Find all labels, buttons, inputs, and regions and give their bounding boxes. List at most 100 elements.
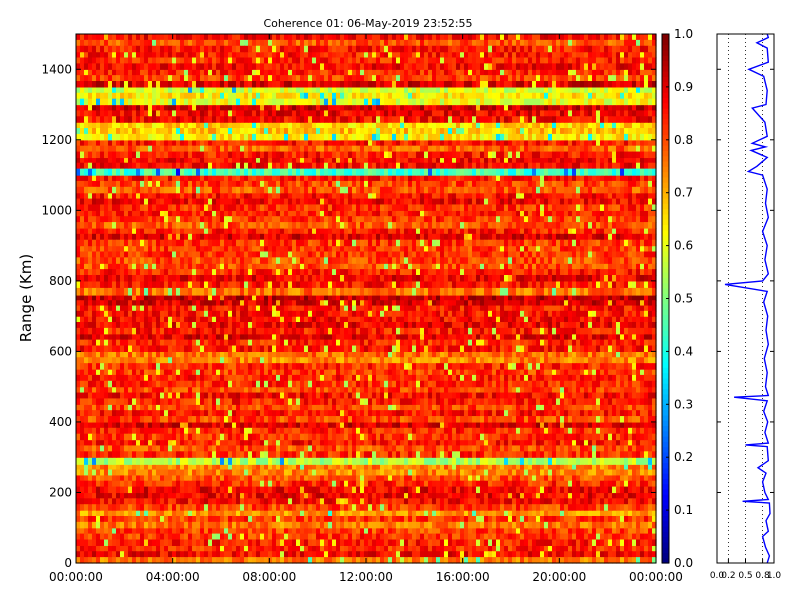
heatmap-cell xyxy=(532,433,537,441)
heatmap-cell xyxy=(388,421,393,429)
heatmap-cell xyxy=(544,445,549,452)
heatmap-cell xyxy=(404,433,409,441)
heatmap-cell xyxy=(104,451,109,458)
heatmap-cell xyxy=(420,380,425,388)
heatmap-cell xyxy=(388,480,393,488)
heatmap-cell xyxy=(452,392,457,400)
heatmap-cell xyxy=(260,433,265,441)
heatmap-cell xyxy=(424,469,429,476)
heatmap-cell xyxy=(600,369,605,376)
heatmap-cell xyxy=(572,557,577,564)
heatmap-cell xyxy=(300,474,305,482)
heatmap-cell xyxy=(84,551,89,558)
heatmap-cell xyxy=(380,480,385,488)
heatmap-cell xyxy=(372,386,377,394)
heatmap-cell xyxy=(620,369,625,376)
heatmap-cell xyxy=(644,392,649,400)
heatmap-cell xyxy=(380,521,385,529)
heatmap-cell xyxy=(280,392,285,400)
heatmap-cell xyxy=(244,551,249,558)
heatmap-cell xyxy=(336,351,341,358)
heatmap-cell xyxy=(540,480,545,488)
heatmap-cell xyxy=(80,451,85,458)
heatmap-cell xyxy=(444,404,449,411)
heatmap-cell xyxy=(608,392,613,400)
heatmap-cell xyxy=(292,480,297,488)
heatmap-cell xyxy=(356,369,361,376)
heatmap-cell xyxy=(128,464,133,471)
heatmap-cell xyxy=(348,539,353,546)
heatmap-cell xyxy=(120,510,125,517)
heatmap-cell xyxy=(216,527,221,535)
heatmap-cell xyxy=(320,439,325,447)
heatmap-cell xyxy=(356,474,361,482)
heatmap-cell xyxy=(528,416,533,423)
heatmap-cell xyxy=(328,410,333,417)
heatmap-cell xyxy=(404,545,409,552)
heatmap-cell xyxy=(164,521,169,529)
heatmap-cell xyxy=(608,515,613,523)
heatmap-cell xyxy=(104,533,109,541)
heatmap-cell xyxy=(580,474,585,482)
heatmap-cell xyxy=(420,480,425,488)
heatmap-cell xyxy=(256,421,261,429)
heatmap-cell xyxy=(612,451,617,458)
heatmap-cell xyxy=(176,427,181,435)
heatmap-cell xyxy=(112,357,117,364)
heatmap-cell xyxy=(564,492,569,499)
heatmap-cell xyxy=(408,451,413,458)
heatmap-cell xyxy=(560,386,565,394)
heatmap-cell xyxy=(104,386,109,394)
heatmap-cell xyxy=(288,398,293,405)
heatmap-cell xyxy=(616,457,621,465)
heatmap-cell xyxy=(420,398,425,405)
heatmap-cell xyxy=(188,445,193,452)
heatmap-cell xyxy=(272,433,277,441)
heatmap-cell xyxy=(276,498,281,505)
heatmap-cell xyxy=(448,551,453,558)
heatmap-cell xyxy=(92,551,97,558)
heatmap-cell xyxy=(156,480,161,488)
heatmap-cell xyxy=(140,545,145,552)
heatmap-cell xyxy=(76,498,81,505)
heatmap-cell xyxy=(160,469,165,476)
heatmap-cell xyxy=(212,498,217,505)
heatmap-cell xyxy=(584,527,589,535)
heatmap-cell xyxy=(528,480,533,488)
heatmap-cell xyxy=(628,510,633,517)
heatmap-cell xyxy=(228,374,233,382)
heatmap-cell xyxy=(328,386,333,394)
heatmap-cell xyxy=(252,545,257,552)
heatmap-cell xyxy=(160,480,165,488)
heatmap-cell xyxy=(120,357,125,364)
heatmap-cell xyxy=(252,469,257,476)
heatmap-cell xyxy=(108,492,113,499)
heatmap-cell xyxy=(276,527,281,535)
heatmap-cell xyxy=(376,374,381,382)
heatmap-cell xyxy=(136,480,141,488)
heatmap-cell xyxy=(208,510,213,517)
heatmap-cell xyxy=(236,533,241,541)
heatmap-cell xyxy=(180,457,185,465)
heatmap-cell xyxy=(124,515,129,523)
heatmap-cell xyxy=(316,492,321,499)
heatmap-cell xyxy=(532,469,537,476)
heatmap-cell xyxy=(128,515,133,523)
heatmap-cell xyxy=(612,510,617,517)
heatmap-cell xyxy=(396,451,401,458)
heatmap-cell xyxy=(496,480,501,488)
heatmap-cell xyxy=(480,445,485,452)
heatmap-cell xyxy=(428,474,433,482)
heatmap-cell xyxy=(140,492,145,499)
heatmap-cell xyxy=(292,392,297,400)
heatmap-cell xyxy=(140,410,145,417)
heatmap-cell xyxy=(648,457,653,465)
heatmap-cell xyxy=(568,380,573,388)
heatmap-cell xyxy=(140,398,145,405)
heatmap-cell xyxy=(640,433,645,441)
heatmap-cell xyxy=(424,351,429,358)
heatmap-cell xyxy=(384,474,389,482)
heatmap-cell xyxy=(108,374,113,382)
heatmap-cell xyxy=(420,445,425,452)
heatmap-cell xyxy=(400,386,405,394)
